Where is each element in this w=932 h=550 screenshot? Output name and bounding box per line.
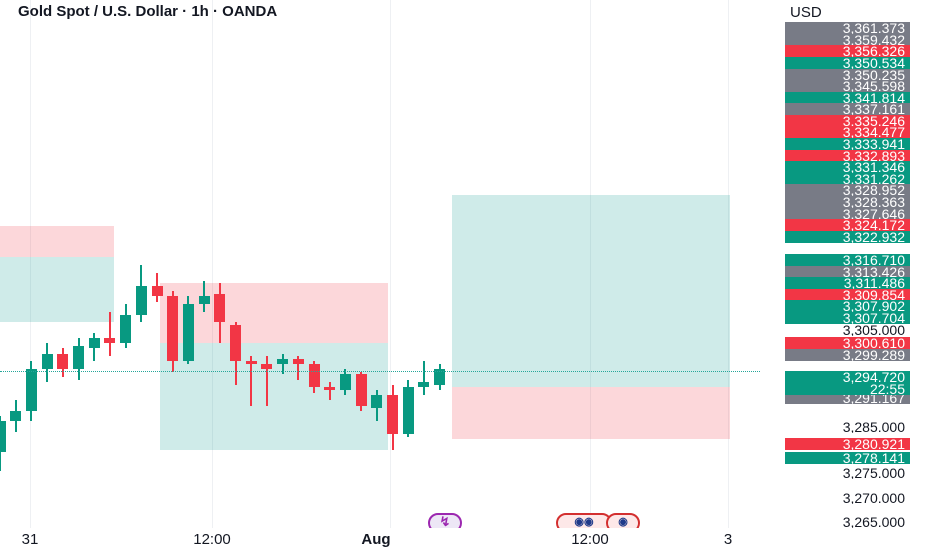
time-axis[interactable]: 31 12:00 Aug 12:00 3: [0, 528, 760, 550]
price-tag: 3,313.426: [785, 266, 910, 278]
bullish-candle: [371, 390, 383, 422]
price-tag: 3,307.704: [785, 312, 910, 324]
bullish-candle: [73, 338, 84, 380]
price-tag: 3,350.235: [785, 69, 910, 81]
bullish-candle: [434, 364, 446, 390]
price-tick-label: 3,275.000: [842, 467, 905, 479]
price-tag: 3,280.921: [785, 438, 910, 450]
price-tag: 3,335.246: [785, 115, 910, 127]
bearish-candle: [167, 291, 179, 372]
bearish-candle: [324, 382, 336, 401]
price-tag: 3,324.172: [785, 219, 910, 231]
price-tag: 3,331.262: [785, 173, 910, 185]
take-profit-zone[interactable]: [452, 195, 730, 388]
price-tag: 3,278.141: [785, 452, 910, 464]
price-tick-label: 3,305.000: [842, 324, 905, 336]
bullish-candle: [135, 265, 147, 323]
price-tag: 3,350.534: [785, 57, 910, 69]
bullish-candle: [88, 332, 100, 362]
current-price: 3,294.720: [842, 369, 905, 385]
time-label: 31: [21, 531, 39, 548]
stop-loss-zone[interactable]: [160, 283, 388, 344]
price-tag: 3,333.941: [785, 138, 910, 150]
bearish-candle: [387, 384, 398, 450]
grid-line: [30, 0, 31, 528]
us-event-flags-icon[interactable]: ◉◉: [556, 513, 612, 528]
price-tag: 3,307.902: [785, 300, 910, 312]
price-tag: 3,337.161: [785, 103, 910, 115]
grid-line: [590, 0, 591, 528]
bearish-candle: [245, 356, 257, 406]
bullish-candle: [402, 379, 414, 437]
price-tag: 3,345.598: [785, 80, 910, 92]
time-label: 3: [723, 531, 733, 548]
time-label: 12:00: [571, 531, 609, 548]
bullish-candle: [182, 296, 194, 364]
bearish-candle: [292, 356, 304, 380]
current-price-tag: 3,294.720 22:55: [785, 369, 910, 397]
price-tag: 3,361.373: [785, 22, 910, 34]
take-profit-zone[interactable]: [160, 343, 388, 450]
bullish-candle: [418, 361, 430, 396]
bullish-candle: [41, 343, 53, 383]
stop-loss-zone[interactable]: [452, 387, 730, 440]
bearish-candle: [355, 371, 367, 411]
bearish-candle: [104, 312, 116, 357]
flash-event-icon[interactable]: ↯: [428, 513, 462, 528]
bullish-candle: [25, 361, 37, 422]
price-tag: 3,341.814: [785, 92, 910, 104]
time-label: Aug: [361, 531, 391, 548]
price-tag: 3,328.363: [785, 196, 910, 208]
bearish-candle: [214, 283, 226, 344]
chart-canvas[interactable]: Gold Spot / U.S. Dollar · 1h · OANDA ↯ ◉…: [0, 0, 760, 528]
bearish-candle: [57, 348, 69, 377]
price-tick-label: 3,265.000: [842, 516, 905, 528]
grid-line: [728, 0, 729, 528]
chart-title: Gold Spot / U.S. Dollar · 1h · OANDA: [18, 3, 278, 20]
price-tag: 3,300.610: [785, 337, 910, 349]
price-tag: 3,327.646: [785, 208, 910, 220]
bullish-candle: [10, 400, 22, 432]
bearish-candle: [151, 273, 163, 302]
price-tag: 3,322.932: [785, 231, 910, 243]
currency-label[interactable]: USD: [790, 4, 822, 21]
bar-countdown: 22:55: [869, 381, 905, 397]
price-tick-label: 3,285.000: [842, 421, 905, 433]
price-tag: 3,334.477: [785, 126, 910, 138]
price-tag: 3,316.710: [785, 254, 910, 266]
time-label: 12:00: [193, 531, 231, 548]
grid-line: [390, 0, 391, 528]
price-tag: 3,291.167: [785, 392, 910, 404]
price-tag: 3,309.854: [785, 289, 910, 301]
bullish-candle: [198, 280, 210, 312]
price-tag: 3,356.326: [785, 45, 910, 57]
bullish-candle: [339, 369, 351, 396]
grid-line: [212, 0, 213, 528]
bearish-candle: [308, 361, 320, 393]
stop-loss-zone[interactable]: [0, 226, 114, 258]
price-tag: 3,359.432: [785, 34, 910, 46]
bearish-candle: [230, 322, 241, 385]
price-axis[interactable]: USD 3,361.373 3,359.432 3,356.326 3,350.534…: [760, 0, 932, 550]
price-tag: 3,331.346: [785, 161, 910, 173]
us-event-flag-icon[interactable]: ◉: [606, 513, 640, 528]
price-tag: 3,299.289: [785, 349, 910, 361]
price-tag: 3,311.486: [785, 277, 910, 289]
bearish-candle: [261, 356, 273, 406]
current-price-line: [0, 370, 760, 372]
price-tag: 3,328.952: [785, 184, 910, 196]
bullish-candle: [0, 416, 6, 471]
bullish-candle: [277, 353, 289, 375]
price-tick-label: 3,270.000: [842, 492, 905, 504]
bullish-candle: [120, 304, 132, 349]
price-tag: 3,332.893: [785, 150, 910, 162]
take-profit-zone[interactable]: [0, 257, 114, 323]
